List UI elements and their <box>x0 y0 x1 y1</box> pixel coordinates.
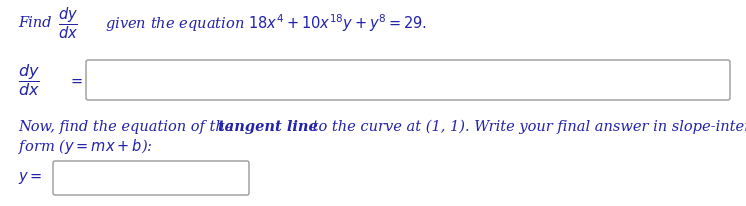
Text: Find: Find <box>18 16 51 30</box>
Text: tangent line: tangent line <box>218 120 318 134</box>
Text: $\dfrac{dy}{dx}$: $\dfrac{dy}{dx}$ <box>18 62 40 98</box>
FancyBboxPatch shape <box>53 161 249 195</box>
Text: $=$: $=$ <box>68 73 84 88</box>
Text: form ($y = mx + b$):: form ($y = mx + b$): <box>18 137 153 156</box>
Text: $y =$: $y =$ <box>18 170 43 186</box>
FancyBboxPatch shape <box>86 60 730 100</box>
Text: given the equation $18x^4 + 10x^{18}y + y^8 = 29.$: given the equation $18x^4 + 10x^{18}y + … <box>105 12 427 34</box>
Text: $\dfrac{dy}{dx}$: $\dfrac{dy}{dx}$ <box>58 5 78 41</box>
Text: to the curve at (1, 1). Write your final answer in slope-intercept: to the curve at (1, 1). Write your final… <box>308 120 746 134</box>
Text: Now, find the equation of the: Now, find the equation of the <box>18 120 238 134</box>
